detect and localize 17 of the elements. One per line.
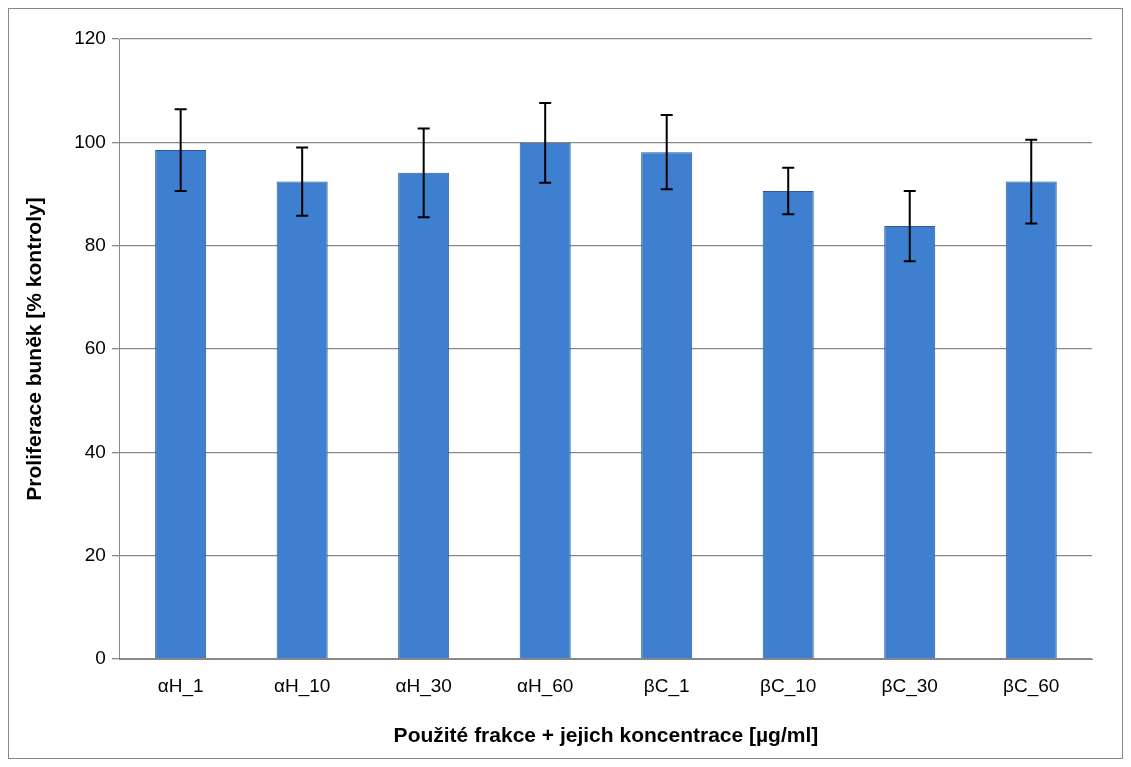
y-axis-title: Proliferace buněk [% kontroly] — [22, 197, 46, 501]
x-tick-label: βC_30 — [881, 674, 938, 697]
y-tick-label: 40 — [84, 440, 106, 462]
y-tick-label: 0 — [95, 647, 106, 669]
y-tick-label: 80 — [84, 233, 106, 255]
x-tick-label: βC_1 — [643, 674, 690, 697]
x-tick-label: αH_30 — [395, 674, 452, 697]
y-tick-label: 20 — [84, 543, 106, 565]
y-tick-label: 120 — [74, 27, 106, 49]
x-tick-label: αH_60 — [516, 674, 574, 697]
y-tick-label: 100 — [74, 130, 106, 152]
y-tick-label: 60 — [84, 337, 106, 359]
x-tick-label: βC_60 — [1003, 674, 1060, 697]
x-tick-label: αH_1 — [157, 674, 204, 697]
x-tick-label: αH_10 — [273, 674, 331, 697]
x-axis-title: Použité frakce + jejich koncentrace [µg/ml] — [393, 723, 819, 747]
x-tick-label: βC_10 — [760, 674, 817, 697]
